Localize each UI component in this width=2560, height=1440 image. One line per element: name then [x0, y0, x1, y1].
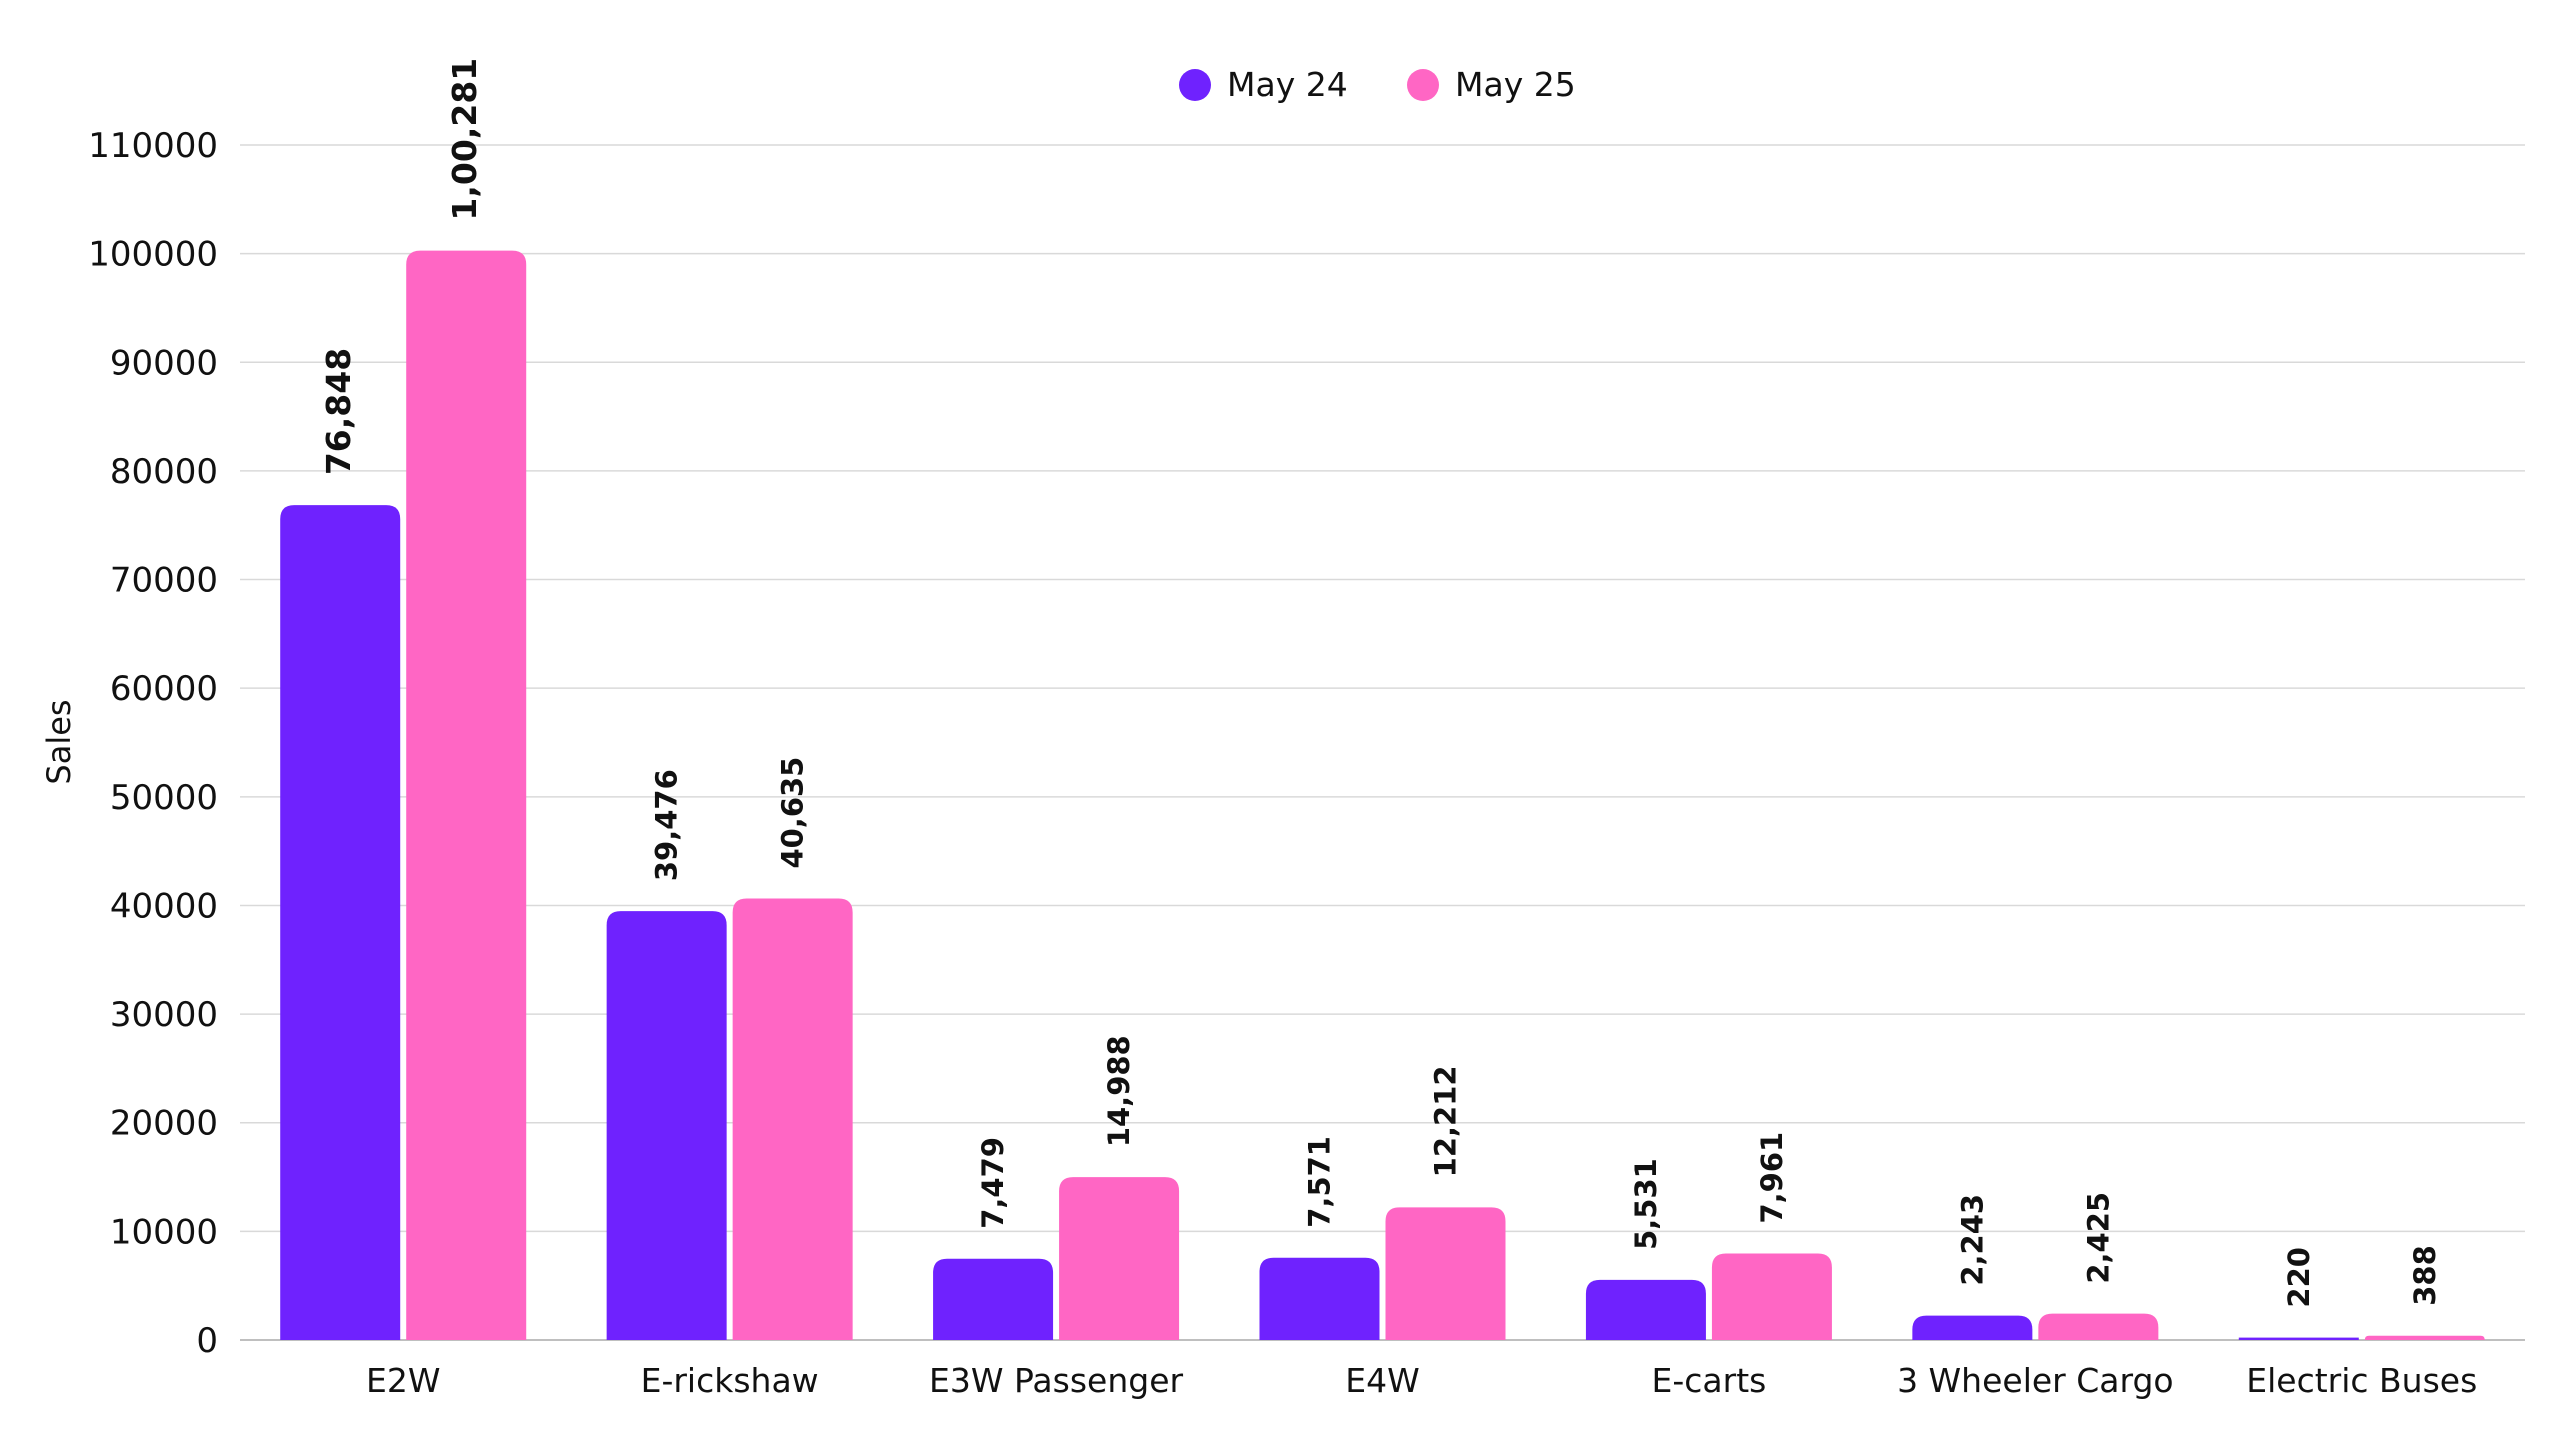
data-label: 5,531 — [1629, 1158, 1663, 1250]
bar — [2238, 1337, 2359, 1340]
y-tick-label: 40000 — [110, 886, 218, 926]
y-tick-label: 90000 — [110, 343, 218, 383]
grid-lines — [240, 144, 2525, 1341]
legend-swatch — [1407, 69, 1439, 101]
y-tick-label: 30000 — [110, 995, 218, 1035]
y-tick-label: 80000 — [110, 452, 218, 492]
bar — [2038, 1313, 2159, 1340]
bar — [280, 505, 401, 1341]
bars — [280, 250, 2485, 1341]
data-label: 76,848 — [319, 348, 358, 475]
legend-label: May 25 — [1455, 65, 1576, 104]
data-label: 2,243 — [1955, 1194, 1989, 1286]
data-label: 7,571 — [1303, 1136, 1337, 1228]
y-tick-label: 0 — [196, 1321, 218, 1361]
legend-item: May 25 — [1407, 65, 1576, 104]
bar — [1585, 1279, 1706, 1340]
data-label: 12,212 — [1429, 1065, 1463, 1177]
bar — [2364, 1335, 2485, 1340]
legend-item: May 24 — [1179, 65, 1348, 104]
bar — [406, 250, 527, 1340]
x-category-label: E4W — [1345, 1361, 1419, 1400]
x-category-label: E2W — [366, 1361, 440, 1400]
data-label: 39,476 — [650, 769, 684, 881]
data-label: 220 — [2282, 1247, 2316, 1308]
bar — [1711, 1253, 1832, 1340]
data-label: 7,479 — [976, 1137, 1010, 1229]
x-category-label: E3W Passenger — [929, 1361, 1183, 1400]
data-label: 1,00,281 — [445, 58, 484, 221]
y-tick-label: 50000 — [110, 778, 218, 818]
x-category-label: 3 Wheeler Cargo — [1897, 1361, 2174, 1400]
x-category-label: E-carts — [1652, 1361, 1767, 1400]
y-tick-label: 20000 — [110, 1104, 218, 1144]
y-tick-label: 10000 — [110, 1212, 218, 1252]
data-label: 40,635 — [776, 757, 810, 869]
x-category-label: Electric Buses — [2246, 1361, 2477, 1400]
data-labels: 76,848 1,00,281 39,476 40,635 7,479 14,988 7,5… — [319, 58, 2442, 1308]
bar — [1259, 1257, 1380, 1340]
bar — [1385, 1207, 1506, 1340]
data-label: 388 — [2408, 1245, 2442, 1306]
y-tick-label: 110000 — [88, 126, 218, 166]
bar — [1059, 1177, 1180, 1340]
legend: May 24 May 25 — [1179, 65, 1576, 104]
bar — [933, 1258, 1054, 1340]
bar — [732, 898, 853, 1340]
y-axis-title: Sales — [40, 699, 78, 784]
x-category-label: E-rickshaw — [641, 1361, 819, 1400]
data-label: 14,988 — [1102, 1035, 1136, 1147]
y-axis-ticks: 0 10000 20000 30000 40000 50000 60000 70000 8000… — [88, 126, 218, 1361]
bar — [1912, 1315, 2033, 1340]
data-label: 2,425 — [2081, 1192, 2115, 1284]
legend-swatch — [1179, 69, 1211, 101]
data-label: 7,961 — [1755, 1132, 1789, 1224]
y-tick-label: 70000 — [110, 561, 218, 601]
y-tick-label: 60000 — [110, 669, 218, 709]
y-tick-label: 100000 — [88, 235, 218, 275]
legend-label: May 24 — [1227, 65, 1348, 104]
x-axis-categories: E2W E-rickshaw E3W Passenger E4W E-carts 3 Wh… — [366, 1361, 2477, 1400]
bar — [606, 911, 727, 1340]
